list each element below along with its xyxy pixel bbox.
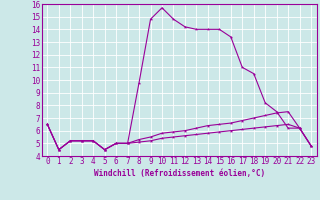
X-axis label: Windchill (Refroidissement éolien,°C): Windchill (Refroidissement éolien,°C)	[94, 169, 265, 178]
